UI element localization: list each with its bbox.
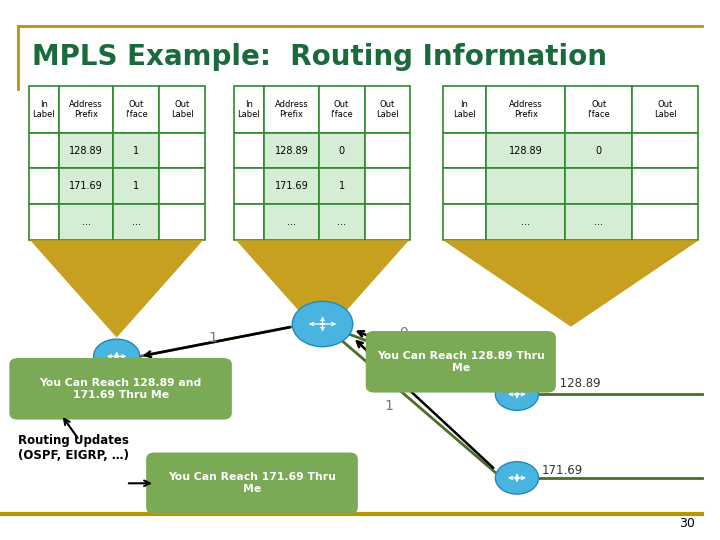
FancyBboxPatch shape xyxy=(146,453,358,514)
Bar xyxy=(234,204,264,240)
Bar xyxy=(264,132,319,168)
Text: 0: 0 xyxy=(338,145,345,156)
Bar xyxy=(159,204,205,240)
Bar xyxy=(264,204,319,240)
Text: Address
Prefix: Address Prefix xyxy=(69,100,103,119)
Bar xyxy=(364,86,410,132)
Bar xyxy=(319,86,364,132)
Bar xyxy=(443,168,486,204)
Bar xyxy=(59,86,114,132)
Bar xyxy=(59,204,114,240)
Text: ...: ... xyxy=(81,217,91,227)
Bar xyxy=(159,132,205,168)
Text: 0: 0 xyxy=(399,326,408,340)
Bar xyxy=(29,86,59,132)
Text: 1: 1 xyxy=(133,145,140,156)
Text: ...: ... xyxy=(594,217,603,227)
Bar xyxy=(264,168,319,204)
Circle shape xyxy=(495,462,539,494)
Bar xyxy=(29,168,59,204)
Text: 1: 1 xyxy=(338,181,345,192)
Circle shape xyxy=(292,301,353,347)
Text: ...: ... xyxy=(521,217,531,227)
Text: You Can Reach 128.89 and
171.69 Thru Me: You Can Reach 128.89 and 171.69 Thru Me xyxy=(40,378,202,400)
Bar xyxy=(159,86,205,132)
Bar xyxy=(234,168,264,204)
Text: ...: ... xyxy=(287,217,296,227)
Bar xyxy=(114,132,159,168)
Bar xyxy=(114,168,159,204)
Text: 171.69: 171.69 xyxy=(274,181,308,192)
Bar xyxy=(234,86,264,132)
Bar xyxy=(114,86,159,132)
Bar xyxy=(159,168,205,204)
Text: ...: ... xyxy=(132,217,141,227)
Text: 128.89: 128.89 xyxy=(509,145,543,156)
Polygon shape xyxy=(236,240,409,338)
Bar xyxy=(632,168,698,204)
Text: 171.69: 171.69 xyxy=(541,464,582,477)
Text: MPLS Example:  Routing Information: MPLS Example: Routing Information xyxy=(32,43,608,71)
Bar xyxy=(486,86,565,132)
FancyBboxPatch shape xyxy=(366,331,556,393)
Bar xyxy=(632,86,698,132)
Bar xyxy=(486,168,565,204)
Bar xyxy=(565,204,632,240)
Text: In
Label: In Label xyxy=(32,100,55,119)
Text: Out
I'face: Out I'face xyxy=(330,100,353,119)
Bar xyxy=(486,132,565,168)
Text: 1: 1 xyxy=(208,330,217,345)
Text: Out
Label: Out Label xyxy=(654,100,677,119)
Bar xyxy=(632,204,698,240)
Text: In
Label: In Label xyxy=(238,100,261,119)
Bar xyxy=(59,168,114,204)
Text: 128.89: 128.89 xyxy=(274,145,308,156)
Text: 171.69: 171.69 xyxy=(69,181,103,192)
Text: In
Label: In Label xyxy=(453,100,476,119)
Bar xyxy=(565,132,632,168)
Text: Out
I'face: Out I'face xyxy=(588,100,610,119)
Bar xyxy=(364,168,410,204)
Circle shape xyxy=(94,339,140,374)
Text: Out
Label: Out Label xyxy=(171,100,194,119)
Text: Routing Updates
(OSPF, EIGRP, …): Routing Updates (OSPF, EIGRP, …) xyxy=(18,434,129,462)
Bar xyxy=(565,168,632,204)
Bar xyxy=(632,132,698,168)
Bar xyxy=(29,204,59,240)
Text: 128.89: 128.89 xyxy=(69,145,103,156)
Text: 0: 0 xyxy=(595,145,602,156)
Bar xyxy=(565,86,632,132)
Bar xyxy=(364,132,410,168)
Text: You Can Reach 171.69 Thru
Me: You Can Reach 171.69 Thru Me xyxy=(168,472,336,494)
Bar xyxy=(486,204,565,240)
Bar xyxy=(443,132,486,168)
Bar xyxy=(319,204,364,240)
Bar xyxy=(319,132,364,168)
Text: Out
Label: Out Label xyxy=(376,100,399,119)
Text: 1: 1 xyxy=(384,399,393,413)
Polygon shape xyxy=(444,240,698,327)
Text: You Can Reach 128.89 Thru
Me: You Can Reach 128.89 Thru Me xyxy=(377,351,544,373)
Bar xyxy=(364,204,410,240)
Bar xyxy=(443,204,486,240)
Text: ...: ... xyxy=(337,217,346,227)
Bar xyxy=(443,86,486,132)
Text: 0   128.89: 0 128.89 xyxy=(541,377,601,390)
Circle shape xyxy=(495,378,539,410)
Text: Address
Prefix: Address Prefix xyxy=(509,100,543,119)
Bar xyxy=(29,132,59,168)
Bar xyxy=(114,204,159,240)
Bar xyxy=(319,168,364,204)
FancyBboxPatch shape xyxy=(9,358,232,420)
Bar xyxy=(234,132,264,168)
Polygon shape xyxy=(30,240,203,338)
Bar xyxy=(59,132,114,168)
Text: 30: 30 xyxy=(679,517,695,530)
Text: Address
Prefix: Address Prefix xyxy=(274,100,308,119)
Text: Out
I'face: Out I'face xyxy=(125,100,148,119)
Bar xyxy=(264,86,319,132)
Text: 1: 1 xyxy=(133,181,140,192)
